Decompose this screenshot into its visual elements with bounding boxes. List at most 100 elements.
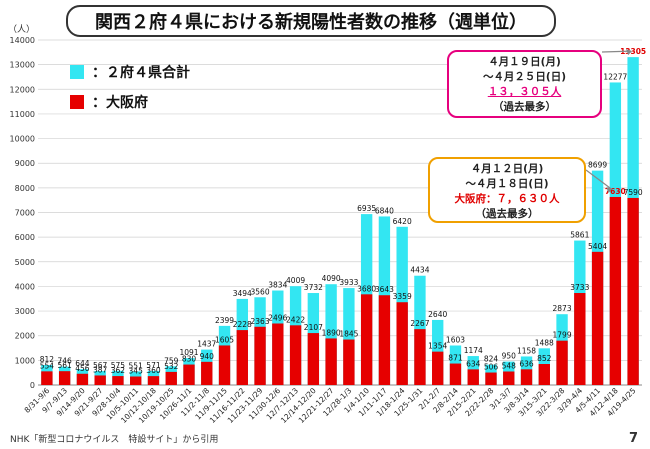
data-label-osaka: 2363 xyxy=(251,317,270,326)
data-label-osaka: 1845 xyxy=(339,330,358,339)
data-label-total: 1158 xyxy=(517,346,536,355)
y-tick-label: 4000 xyxy=(15,282,35,291)
data-label-total: 1091 xyxy=(179,348,198,357)
y-tick-label: 12000 xyxy=(10,85,35,94)
y-tick-label: 8000 xyxy=(15,184,35,193)
legend-item-total: ：２府４県合計 xyxy=(70,62,190,82)
data-label-osaka: 3733 xyxy=(570,283,589,292)
data-label-osaka: 548 xyxy=(502,361,517,370)
data-label-osaka: 360 xyxy=(146,366,161,375)
callout-prev-note: （過去最多） xyxy=(475,208,539,220)
data-label-total: 2640 xyxy=(428,310,447,319)
legend-item-osaka: ：大阪府 xyxy=(70,92,190,112)
callout-latest-arrow xyxy=(601,50,632,53)
data-label-osaka: 871 xyxy=(448,354,463,363)
data-label-total: 746 xyxy=(57,357,72,366)
legend-swatch-osaka xyxy=(70,95,84,109)
data-label-total: 3494 xyxy=(233,289,252,298)
data-label-total: 3732 xyxy=(304,283,323,292)
callout-prev-end: ～４月１８日(日) xyxy=(465,178,549,190)
data-label-total: 5861 xyxy=(570,231,589,240)
data-label-osaka: 940 xyxy=(200,352,215,361)
callout-latest-start: ４月１９日(月) xyxy=(488,56,561,68)
data-label-total: 4009 xyxy=(286,276,305,285)
data-label-osaka: 456 xyxy=(75,364,90,373)
bar-osaka xyxy=(396,302,408,385)
data-label-osaka: 1354 xyxy=(428,342,447,351)
data-label-total: 4434 xyxy=(410,266,429,275)
bar-osaka xyxy=(556,340,568,385)
data-label-total: 12277 xyxy=(603,72,627,81)
y-tick-label: 0 xyxy=(30,381,35,390)
bar-osaka xyxy=(218,345,231,385)
bar-total xyxy=(325,284,337,385)
bar-osaka xyxy=(289,325,302,385)
y-tick-label: 3000 xyxy=(15,307,35,316)
data-label-osaka: 1605 xyxy=(215,335,234,344)
bar-osaka xyxy=(538,364,550,385)
data-label-total: 1437 xyxy=(197,340,216,349)
data-label-osaka: 2496 xyxy=(268,313,287,322)
bar-osaka xyxy=(112,376,124,385)
data-label-total: 13305 xyxy=(620,47,646,56)
data-label-total: 812 xyxy=(40,355,55,364)
data-label-total: 1603 xyxy=(446,335,465,344)
data-label-total: 759 xyxy=(164,356,179,365)
data-label-total: 6840 xyxy=(375,206,394,215)
data-label-total: 3560 xyxy=(251,287,270,296)
bar-osaka xyxy=(574,293,586,385)
data-label-osaka: 5404 xyxy=(588,242,607,251)
data-label-osaka: 387 xyxy=(93,365,108,374)
data-label-osaka: 634 xyxy=(466,359,481,368)
data-label-osaka: 636 xyxy=(519,359,534,368)
y-tick-label: 13000 xyxy=(10,61,35,70)
data-label-osaka: 3643 xyxy=(375,285,394,294)
page-number: 7 xyxy=(628,431,638,446)
callout-prev-arrow xyxy=(585,169,612,190)
data-label-total: 1488 xyxy=(535,338,554,347)
bar-osaka xyxy=(236,330,248,385)
bar-osaka xyxy=(307,333,320,385)
y-tick-label: 11000 xyxy=(10,110,35,119)
y-tick-label: 14000 xyxy=(10,36,35,45)
data-label-total: 575 xyxy=(111,361,126,370)
data-label-total: 571 xyxy=(146,361,161,370)
legend-label-osaka: ：大阪府 xyxy=(92,95,148,111)
y-axis-unit: （人） xyxy=(8,25,36,35)
data-label-osaka: 2267 xyxy=(410,319,429,328)
data-label-total: 3933 xyxy=(339,278,358,287)
data-label-osaka: 1890 xyxy=(322,328,341,337)
data-label-osaka: 2422 xyxy=(286,315,305,324)
bar-total xyxy=(343,288,355,385)
data-label-total: 2873 xyxy=(553,304,572,313)
bar-osaka xyxy=(467,369,479,385)
bar-osaka xyxy=(325,338,337,385)
data-label-osaka: 2107 xyxy=(304,323,323,332)
callout-prev-arrowhead xyxy=(606,186,613,193)
callout-latest-note: （過去最多） xyxy=(493,101,556,113)
data-label-osaka: 852 xyxy=(537,354,552,363)
bar-osaka xyxy=(254,326,266,385)
data-label-osaka: 345 xyxy=(129,366,144,375)
bar-osaka xyxy=(183,364,195,385)
data-label-total: 1174 xyxy=(464,346,483,355)
callout-latest-week: ４月１９日(月) ～４月２５日(日) １３，３０５人 （過去最多） xyxy=(447,50,602,118)
bar-osaka xyxy=(272,323,284,385)
data-label-osaka: 3680 xyxy=(357,284,376,293)
bar-osaka xyxy=(627,197,639,385)
callout-prev-count: 大阪府：７，６３０人 xyxy=(454,193,560,205)
data-label-osaka: 532 xyxy=(164,362,179,371)
data-label-osaka: 7630 xyxy=(605,187,626,196)
data-label-total: 644 xyxy=(75,359,90,368)
bar-osaka xyxy=(76,373,89,385)
bar-osaka xyxy=(591,251,604,385)
data-label-osaka: 1799 xyxy=(553,331,572,340)
chart-title: 関西２府４県における新規陽性者数の推移（週単位） xyxy=(66,5,556,37)
data-label-osaka: 3359 xyxy=(393,292,412,301)
bar-osaka xyxy=(449,363,462,385)
bar-osaka xyxy=(201,361,213,385)
callout-prev-week: ４月１２日(月) ～４月１８日(日) 大阪府：７，６３０人 （過去最多） xyxy=(428,157,586,223)
data-label-total: 3834 xyxy=(268,281,287,290)
y-tick-label: 1000 xyxy=(15,356,35,365)
data-label-total: 950 xyxy=(502,352,517,361)
